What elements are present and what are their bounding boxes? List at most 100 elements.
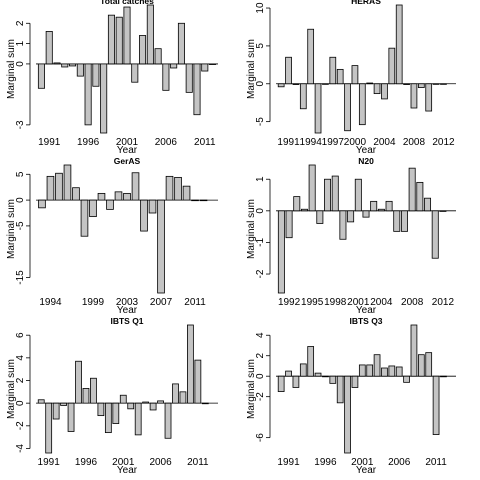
y-tick-label: 4 xyxy=(255,332,266,338)
x-tick-label: 2000 xyxy=(344,137,367,148)
x-tick-label: 2011 xyxy=(187,457,209,468)
bar xyxy=(385,200,393,212)
bar xyxy=(104,402,112,434)
bar xyxy=(199,199,208,202)
y-tick-label: 1 xyxy=(15,40,26,46)
bar xyxy=(172,383,179,404)
bar xyxy=(46,175,55,201)
y-tick-label: 2 xyxy=(15,377,26,383)
bar xyxy=(308,164,316,212)
x-axis-label: Year xyxy=(356,145,377,156)
y-tick-label: 0 xyxy=(255,373,266,379)
bar xyxy=(307,28,315,85)
bar xyxy=(162,63,170,91)
x-axis-label: Year xyxy=(117,465,138,476)
bar xyxy=(366,82,374,85)
bar xyxy=(157,400,164,404)
bar xyxy=(37,63,45,89)
x-tick-label: 2001 xyxy=(347,297,370,308)
bar xyxy=(277,375,285,392)
bar xyxy=(417,354,425,377)
bar xyxy=(388,47,396,85)
bar xyxy=(322,375,329,378)
bar xyxy=(358,83,366,126)
bar xyxy=(331,175,339,212)
bar xyxy=(403,83,410,85)
x-tick-label: 1991 xyxy=(277,137,300,148)
bar xyxy=(61,63,69,68)
bar xyxy=(366,364,374,377)
bar xyxy=(381,83,388,100)
bar xyxy=(322,83,329,85)
bar xyxy=(112,402,120,424)
x-tick-label: 2006 xyxy=(149,457,172,468)
bar xyxy=(285,370,292,377)
bar xyxy=(329,56,337,85)
bar xyxy=(324,178,332,212)
x-tick-label: 1996 xyxy=(75,457,98,468)
bar xyxy=(424,197,432,212)
x-tick-label: 1996 xyxy=(77,137,100,148)
bar xyxy=(351,375,359,388)
bar xyxy=(114,191,123,201)
chart-panel: HERAS -5 0 5 10 1991 1994 1997 2000 2004 2008 2012 Y… xyxy=(246,0,456,156)
x-tick-label: 1998 xyxy=(324,297,347,308)
bar xyxy=(373,83,381,95)
chart-title: GerAS xyxy=(114,156,141,166)
bar xyxy=(45,31,53,65)
bar xyxy=(115,16,123,65)
bar xyxy=(277,83,285,88)
y-tick-label: -5 xyxy=(15,221,26,230)
y-axis-label: Marginal sum xyxy=(246,39,257,99)
bar xyxy=(69,63,77,67)
y-tick-label: 5 xyxy=(255,43,266,49)
bar xyxy=(53,62,61,65)
chart-panel: GerAS -15 -5 0 5 1994 1999 2003 2007 2011 Year Marg… xyxy=(6,156,218,316)
bar xyxy=(100,63,108,134)
y-tick-label: 2 xyxy=(15,20,26,26)
x-tick-label: 1991 xyxy=(277,457,300,468)
bar xyxy=(72,187,80,201)
bar xyxy=(410,83,418,109)
chart-title: IBTS Q1 xyxy=(110,316,143,326)
bar xyxy=(140,199,148,232)
x-tick-label: 2003 xyxy=(116,297,139,308)
bar xyxy=(432,375,440,435)
bar xyxy=(154,48,162,65)
bar xyxy=(300,208,308,212)
bar xyxy=(123,6,131,65)
bar xyxy=(395,366,403,377)
x-tick-label: 1994 xyxy=(39,297,62,308)
y-tick-label: 10 xyxy=(255,2,266,14)
bar xyxy=(431,210,439,259)
bar xyxy=(182,185,191,201)
bar xyxy=(440,375,447,378)
bar xyxy=(106,199,114,210)
bar xyxy=(97,402,105,417)
bar xyxy=(148,199,157,214)
x-tick-label: 2011 xyxy=(194,137,216,148)
bar xyxy=(425,83,433,112)
bar xyxy=(107,14,115,65)
y-tick-label: -3 xyxy=(15,120,26,129)
x-tick-label: 2011 xyxy=(184,297,206,308)
y-tick-label: -2 xyxy=(15,421,26,430)
y-tick-label: -6 xyxy=(255,433,266,442)
chart-title: IBTS Q3 xyxy=(349,316,382,326)
x-tick-label: 2012 xyxy=(432,297,455,308)
bar xyxy=(285,210,293,239)
bar xyxy=(293,196,301,212)
x-axis-label: Year xyxy=(356,305,377,316)
bar xyxy=(344,375,351,454)
x-tick-label: 2004 xyxy=(373,137,396,148)
bar xyxy=(52,402,60,420)
y-axis-label: Marginal sum xyxy=(6,359,17,419)
bar xyxy=(209,63,217,65)
y-tick-label: 0 xyxy=(255,81,266,87)
y-tick-label: 4 xyxy=(15,355,26,361)
y-axis-label: Marginal sum xyxy=(246,359,257,419)
bar xyxy=(400,210,408,232)
bar xyxy=(403,375,410,383)
x-tick-label: 2004 xyxy=(370,297,393,308)
